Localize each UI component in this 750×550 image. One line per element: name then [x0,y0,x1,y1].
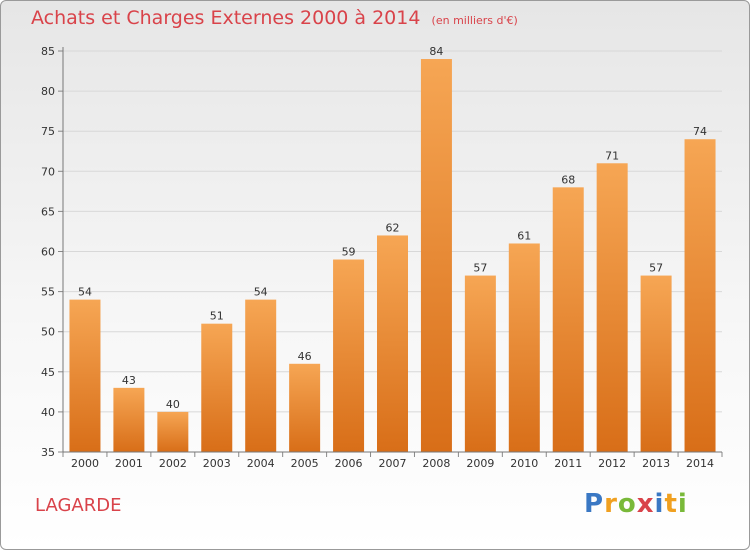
value-label-2005: 46 [298,350,312,363]
bar-2014 [684,139,716,452]
x-tick-label-2011: 2011 [554,457,582,470]
x-tick-label-2009: 2009 [466,457,494,470]
bar-2012 [596,163,628,452]
value-labels: 54 43 40 51 54 46 59 62 84 57 61 68 71 57 74 [78,45,707,411]
x-tick-label-2005: 2005 [291,457,319,470]
x-tick-label-2013: 2013 [642,457,670,470]
value-label-2009: 57 [473,262,487,275]
bar-2009 [464,275,496,452]
x-tick-label-2008: 2008 [422,457,450,470]
logo-letter: x [636,489,655,519]
bar-2002 [157,411,189,452]
y-tick-label: 75 [41,125,55,138]
bar-2003 [201,323,233,452]
y-tick-label: 60 [41,246,55,259]
value-label-2007: 62 [386,221,400,234]
value-label-2013: 57 [649,262,663,275]
y-tick-label: 55 [41,286,55,299]
x-tick-label-2002: 2002 [159,457,187,470]
value-label-2004: 54 [254,286,268,299]
x-tick-label-2004: 2004 [247,457,275,470]
value-label-2000: 54 [78,286,92,299]
bar-2001 [113,387,145,452]
y-tick-label: 35 [41,446,55,459]
axes: 35 40 45 50 55 60 65 70 75 80 85 2000 2001 2002 2003 20… [41,45,723,470]
value-label-2010: 61 [517,229,531,242]
x-tick-label-2006: 2006 [335,457,363,470]
y-tick-label: 80 [41,85,55,98]
logo-letter: P [584,489,605,519]
x-tick-label-2007: 2007 [379,457,407,470]
value-label-2002: 40 [166,398,180,411]
x-tick-label-2001: 2001 [115,457,143,470]
y-tick-label: 65 [41,205,55,218]
value-label-2012: 71 [605,149,619,162]
value-label-2003: 51 [210,310,224,323]
value-label-2001: 43 [122,374,136,387]
chart-title: Achats et Charges Externes 2000 à 2014 (… [31,7,518,29]
bar-2000 [69,299,101,452]
value-label-2011: 68 [561,173,575,186]
y-tick-label: 40 [41,406,55,419]
value-label-2006: 59 [342,246,356,259]
logo-letter: o [617,489,637,519]
value-label-2008: 84 [429,45,443,58]
bar-2007 [377,235,408,452]
x-tick-label-2012: 2012 [598,457,626,470]
bar-2011 [552,187,584,452]
y-tick-label: 85 [41,45,55,58]
x-tick-label-2000: 2000 [71,457,99,470]
unit-text: (en milliers d'€) [431,14,518,27]
commune-name: LAGARDE [35,495,122,516]
x-tick-label-2003: 2003 [203,457,231,470]
logo-letter: i [677,489,688,519]
logo-letter: i [654,489,665,519]
bar-2005 [289,363,321,452]
y-tick-label: 70 [41,165,55,178]
x-tick-label-2014: 2014 [686,457,714,470]
bars [69,59,716,453]
logo-letter: r [604,489,618,519]
bar-2013 [640,275,672,452]
value-label-2014: 74 [693,125,707,138]
x-tick-label-2010: 2010 [510,457,538,470]
bar-2008 [420,59,452,453]
y-tick-label: 50 [41,326,55,339]
logo-letter: t [664,489,678,519]
y-tick-label: 45 [41,366,55,379]
proxiti-logo: Proxiti [584,489,688,519]
bar-2010 [508,243,540,452]
bar-2004 [245,299,277,452]
bar-2006 [333,259,365,452]
title-text: Achats et Charges Externes 2000 à 2014 [31,7,421,29]
